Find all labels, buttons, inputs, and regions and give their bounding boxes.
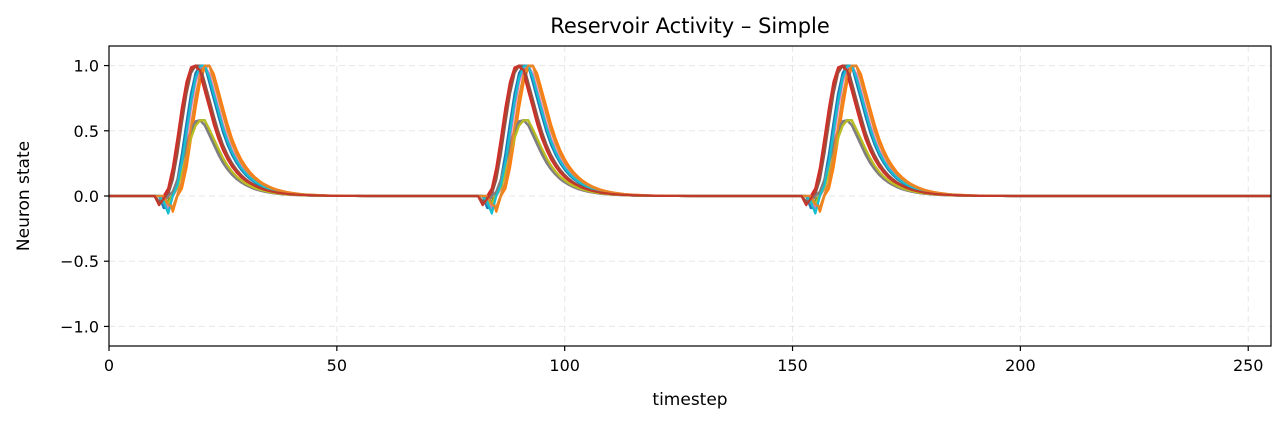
series-line-3: [109, 119, 1271, 203]
y-tick-label: 1.0: [74, 57, 99, 76]
series-line-1: [109, 64, 1271, 210]
axis-ticks: 0 50 100 150 200 250 −1.0 −0.5 0.0 0.5 1.0: [60, 57, 1263, 375]
x-tick-label: 200: [1005, 356, 1036, 375]
x-tick-label: 150: [777, 356, 808, 375]
y-tick-label: 0.5: [74, 122, 99, 141]
y-tick-label: 0.0: [74, 187, 99, 206]
chart-title: Reservoir Activity – Simple: [550, 14, 830, 38]
series-line-12: [109, 64, 1271, 206]
x-tick-label: 50: [327, 356, 347, 375]
y-tick-label: −0.5: [60, 252, 99, 271]
series-line-2: [109, 64, 1271, 213]
series-lines: [109, 64, 1271, 215]
x-tick-label: 250: [1233, 356, 1264, 375]
y-tick-label: −1.0: [60, 317, 99, 336]
series-line-4: [109, 64, 1271, 207]
series-line-7: [109, 64, 1271, 211]
y-axis-label: Neuron state: [14, 141, 34, 251]
series-line-6: [109, 64, 1271, 203]
series-line-11: [109, 64, 1271, 209]
x-tick-label: 0: [104, 356, 114, 375]
x-tick-label: 100: [549, 356, 580, 375]
x-axis-label: timestep: [652, 390, 727, 410]
